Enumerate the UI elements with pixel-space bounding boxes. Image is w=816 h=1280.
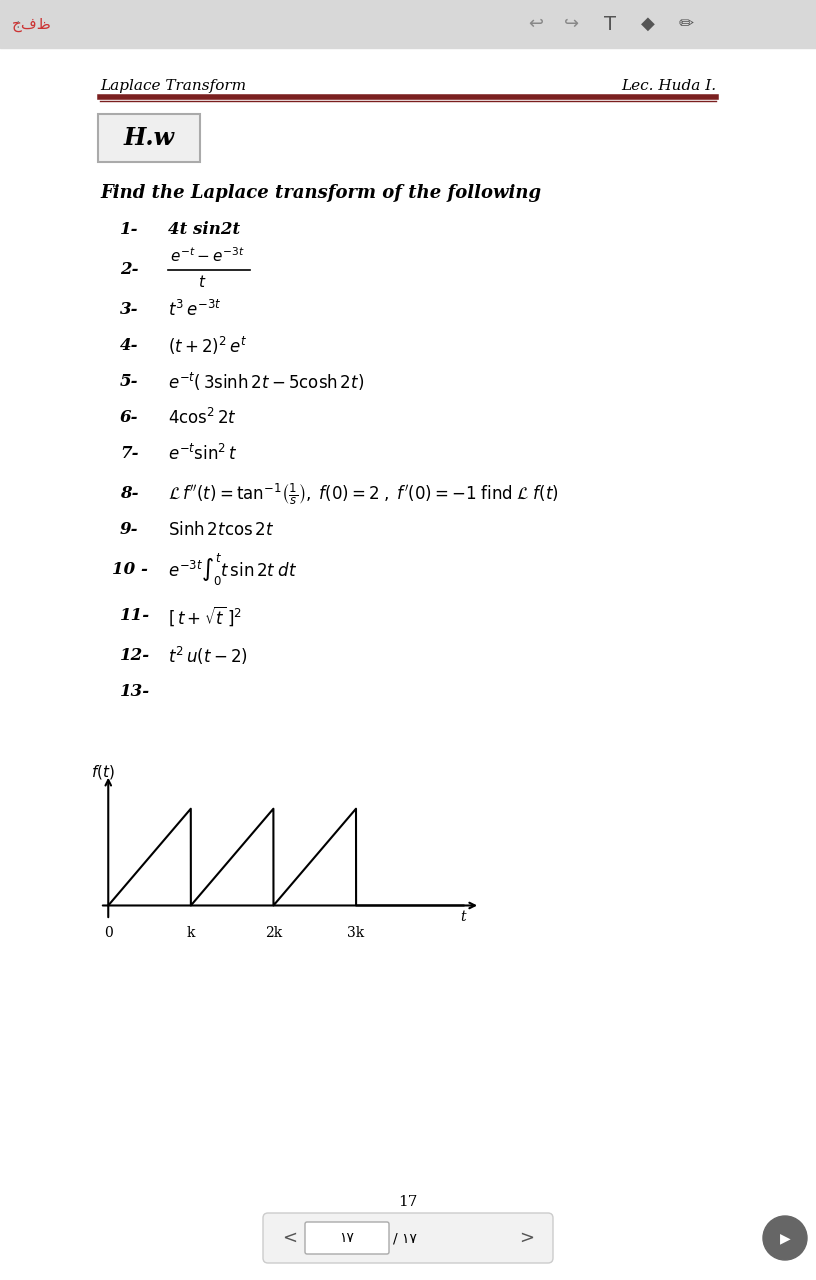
Text: 9-: 9- (120, 521, 139, 539)
Text: $e^{-t}-e^{-3t}$: $e^{-t}-e^{-3t}$ (170, 247, 245, 265)
Text: t: t (461, 910, 466, 924)
Text: $e^{-3t}\int_0^t t\,\sin 2t\; dt$: $e^{-3t}\int_0^t t\,\sin 2t\; dt$ (168, 552, 298, 588)
Text: ↪: ↪ (565, 15, 579, 33)
Text: $\left[\,t + \sqrt{t}\,\right]^2$: $\left[\,t + \sqrt{t}\,\right]^2$ (168, 604, 242, 627)
Text: $\mathcal{L}\,f^{\prime\prime}(t) = \tan^{-1}\!\left(\frac{1}{s}\right),\; f(0){: $\mathcal{L}\,f^{\prime\prime}(t) = \tan… (168, 481, 559, 507)
Text: $f(t)$: $f(t)$ (91, 763, 115, 781)
Text: Find the Laplace transform of the following: Find the Laplace transform of the follow… (100, 184, 541, 202)
FancyBboxPatch shape (263, 1213, 553, 1263)
Circle shape (763, 1216, 807, 1260)
Text: T: T (604, 14, 616, 33)
Text: :: : (16, 17, 20, 31)
Text: 6-: 6- (120, 410, 139, 426)
Text: $\mathrm{Sinh}\,2t\cos 2t$: $\mathrm{Sinh}\,2t\cos 2t$ (168, 521, 274, 539)
Text: 8-: 8- (120, 485, 139, 503)
Text: 13-: 13- (120, 684, 150, 700)
Text: حفظ: حفظ (12, 17, 52, 32)
Text: $(t+2)^2\, e^t$: $(t+2)^2\, e^t$ (168, 335, 247, 357)
Text: 11-: 11- (120, 608, 150, 625)
Text: $e^{-t}\sin^2 t$: $e^{-t}\sin^2 t$ (168, 444, 237, 465)
Text: 10 -: 10 - (112, 562, 148, 579)
Text: $t^3\, e^{-3t}$: $t^3\, e^{-3t}$ (168, 300, 221, 320)
Bar (0, 0, 816, 47)
Text: Lec. Huda I.: Lec. Huda I. (621, 79, 716, 93)
Text: ◆: ◆ (641, 15, 655, 33)
Text: 2-: 2- (120, 261, 139, 279)
Text: 4-: 4- (120, 338, 139, 355)
Text: H.w: H.w (123, 125, 175, 150)
Text: >: > (520, 1229, 534, 1247)
Text: ↩: ↩ (529, 15, 543, 33)
Text: 5-: 5- (120, 374, 139, 390)
Text: $t$: $t$ (198, 274, 206, 291)
FancyBboxPatch shape (98, 114, 200, 163)
FancyBboxPatch shape (305, 1222, 389, 1254)
Text: $t^2\, u(t-2)$: $t^2\, u(t-2)$ (168, 645, 248, 667)
Text: $4\cos^2 2t$: $4\cos^2 2t$ (168, 408, 237, 428)
Text: 7-: 7- (120, 445, 139, 462)
Text: Laplace Transform: Laplace Transform (100, 79, 246, 93)
Text: 4t sin2t: 4t sin2t (168, 221, 240, 238)
Text: ▶: ▶ (779, 1231, 791, 1245)
Text: 3-: 3- (120, 302, 139, 319)
Text: ✏: ✏ (678, 15, 694, 33)
Text: 17: 17 (398, 1196, 418, 1210)
Text: 1-: 1- (120, 221, 139, 238)
Text: <: < (282, 1229, 298, 1247)
Text: $e^{-t}(\,3\sinh 2t - 5\cosh 2t)$: $e^{-t}(\,3\sinh 2t - 5\cosh 2t)$ (168, 371, 364, 393)
Text: 12-: 12- (120, 648, 150, 664)
Text: / ١٧: / ١٧ (393, 1231, 417, 1245)
Text: ١٧: ١٧ (339, 1231, 354, 1245)
